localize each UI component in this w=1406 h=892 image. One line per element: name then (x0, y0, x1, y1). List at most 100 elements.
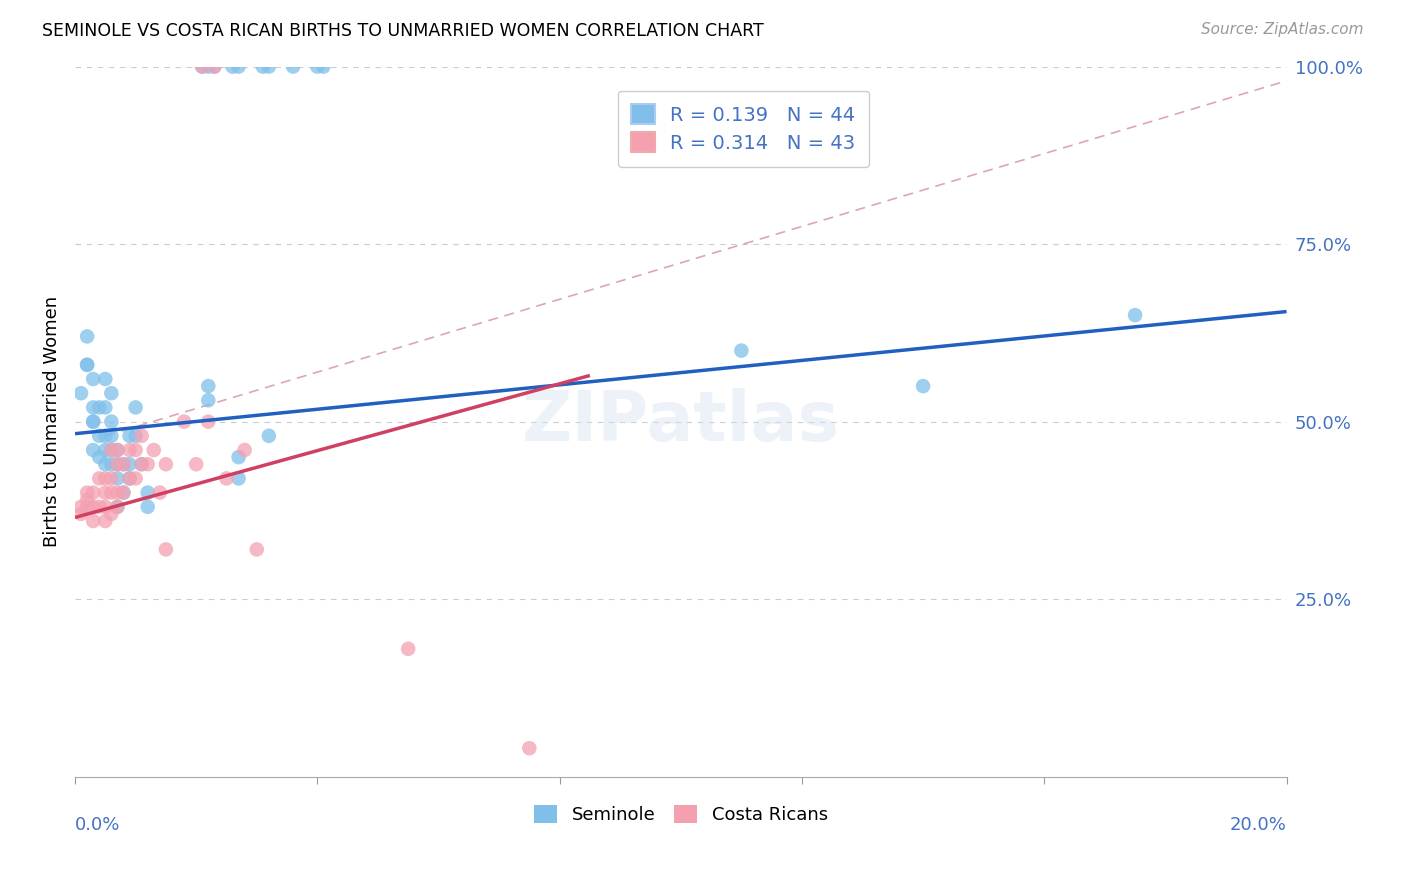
Point (76, 492, 98, 507)
Point (82, 514, 104, 528)
Point (112, 485, 135, 500)
Point (94, 471, 117, 485)
Point (76, 358, 98, 372)
Point (281, 60, 304, 74)
Point (94, 429, 117, 443)
Point (215, 471, 238, 485)
Point (89, 450, 111, 464)
Point (124, 401, 146, 415)
Point (94, 442, 117, 457)
Point (100, 386, 122, 401)
Y-axis label: Births to Unmarried Women: Births to Unmarried Women (44, 296, 60, 547)
Point (312, 60, 335, 74)
Point (94, 514, 117, 528)
Point (76, 500, 98, 514)
Point (89, 471, 111, 485)
Point (107, 500, 129, 514)
Text: Source: ZipAtlas.com: Source: ZipAtlas.com (1201, 22, 1364, 37)
Point (82, 442, 104, 457)
Point (202, 60, 225, 74)
Point (197, 60, 219, 74)
Point (131, 429, 153, 443)
Point (100, 471, 122, 485)
Point (118, 457, 141, 471)
Point (107, 442, 129, 457)
Point (82, 401, 104, 415)
Text: 0.0%: 0.0% (75, 815, 121, 834)
Point (228, 450, 250, 464)
Point (100, 442, 122, 457)
Point (257, 60, 280, 74)
Point (82, 485, 104, 500)
Point (730, 343, 752, 358)
Point (233, 442, 256, 457)
Point (197, 415, 219, 429)
Point (94, 457, 117, 471)
Point (94, 485, 117, 500)
Legend: Seminole, Costa Ricans: Seminole, Costa Ricans (527, 797, 835, 831)
Point (124, 429, 146, 443)
Point (124, 471, 146, 485)
Point (118, 471, 141, 485)
Point (94, 500, 117, 514)
Point (912, 379, 935, 393)
Point (76, 329, 98, 343)
Point (118, 442, 141, 457)
Text: 20.0%: 20.0% (1230, 815, 1286, 834)
Point (396, 641, 419, 656)
Point (124, 442, 146, 457)
Point (517, 741, 540, 756)
Point (191, 60, 214, 74)
Point (107, 457, 129, 471)
Point (186, 457, 208, 471)
Text: ZIPatlas: ZIPatlas (522, 388, 839, 455)
Point (82, 415, 104, 429)
Point (257, 429, 280, 443)
Point (1123, 308, 1146, 322)
Point (228, 60, 250, 74)
Point (112, 457, 135, 471)
Point (76, 358, 98, 372)
Point (107, 500, 129, 514)
Point (131, 457, 153, 471)
Point (155, 457, 177, 471)
Point (76, 485, 98, 500)
Point (149, 485, 172, 500)
Point (94, 372, 117, 386)
Point (70, 507, 93, 521)
Point (107, 442, 129, 457)
Point (100, 442, 122, 457)
Point (89, 429, 111, 443)
Point (252, 60, 274, 74)
Point (94, 401, 117, 415)
Point (131, 457, 153, 471)
Point (100, 485, 122, 500)
Point (70, 500, 93, 514)
Point (100, 457, 122, 471)
Point (136, 457, 159, 471)
Point (107, 457, 129, 471)
Point (136, 485, 159, 500)
Point (82, 415, 104, 429)
Point (191, 60, 214, 74)
Point (107, 485, 129, 500)
Point (89, 401, 111, 415)
Point (155, 542, 177, 557)
Point (307, 60, 329, 74)
Point (112, 457, 135, 471)
Point (89, 500, 111, 514)
Point (118, 429, 141, 443)
Point (82, 372, 104, 386)
Point (246, 542, 269, 557)
Point (197, 379, 219, 393)
Point (118, 471, 141, 485)
Point (100, 507, 122, 521)
Point (82, 500, 104, 514)
Point (136, 500, 159, 514)
Point (70, 386, 93, 401)
Point (112, 485, 135, 500)
Point (100, 429, 122, 443)
Point (173, 415, 195, 429)
Point (100, 415, 122, 429)
Point (197, 393, 219, 408)
